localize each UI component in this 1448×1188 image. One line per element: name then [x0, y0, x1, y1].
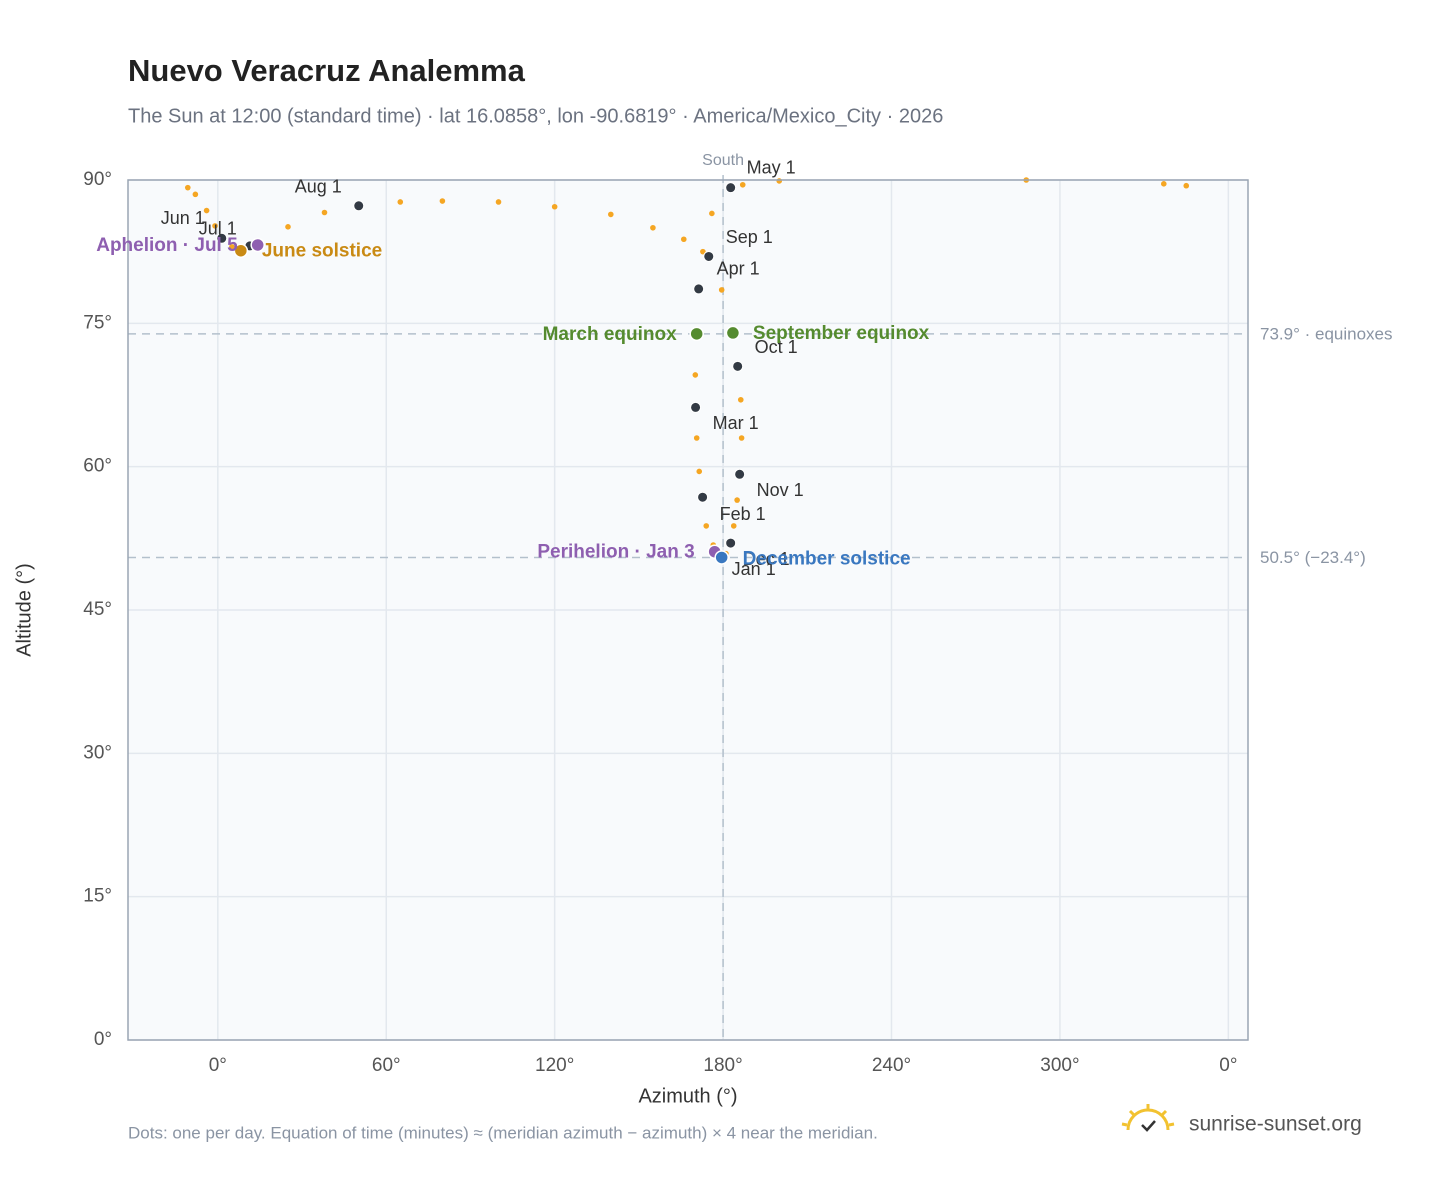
- day-dot: [608, 211, 614, 218]
- day-dot: [730, 523, 737, 529]
- event-marker: [233, 243, 249, 258]
- day-dot: [229, 244, 235, 250]
- reference-label: South: [702, 152, 744, 169]
- month-label: Aug 1: [295, 177, 342, 197]
- month-marker: [216, 232, 228, 244]
- event-marker: [689, 326, 704, 342]
- y-tick-label: 30°: [83, 742, 112, 763]
- y-tick-label: 75°: [83, 312, 112, 333]
- day-dot: [693, 435, 700, 441]
- month-marker: [693, 283, 705, 295]
- x-tick-label: 0°: [1219, 1055, 1237, 1076]
- day-dot: [439, 198, 446, 204]
- day-dot: [203, 207, 210, 214]
- month-label: Jan 1: [732, 559, 776, 579]
- month-marker: [734, 468, 746, 480]
- x-tick-label: 240°: [872, 1055, 911, 1076]
- month-label: Feb 1: [720, 504, 766, 524]
- data: [184, 177, 1190, 565]
- month-marker: [353, 200, 365, 212]
- event-marker: [725, 325, 741, 341]
- y-tick-label: 15°: [83, 886, 112, 907]
- month-marker: [725, 537, 737, 549]
- plot-frame: [127, 179, 1249, 1041]
- day-dot: [739, 181, 746, 188]
- month-marker: [732, 360, 744, 372]
- event-label: December solstice: [743, 548, 911, 569]
- footnote: Dots: one per day. Equation of time (min…: [128, 1123, 878, 1142]
- month-label: Oct 1: [755, 337, 798, 357]
- y-tick-label: 45°: [83, 599, 112, 620]
- day-dot: [738, 435, 745, 441]
- day-dot: [692, 372, 699, 378]
- chart-title: Nuevo Veracruz Analemma: [128, 53, 526, 88]
- day-dot: [551, 203, 558, 210]
- month-label: Sep 1: [726, 227, 773, 247]
- event-marker: [714, 550, 729, 565]
- month-marker: [690, 401, 702, 413]
- day-dot: [680, 236, 687, 243]
- month-label: Dec 1: [743, 549, 790, 569]
- x-tick-label: 300°: [1040, 1055, 1079, 1076]
- day-dot: [1160, 181, 1167, 187]
- day-dot: [700, 248, 706, 255]
- x-tick-label: 60°: [372, 1055, 401, 1076]
- reference-label: 73.9° · equinoxes: [1260, 324, 1393, 343]
- event-label: June solstice: [262, 241, 382, 262]
- event-label: Aphelion · Jul 5: [96, 235, 238, 256]
- day-dot: [397, 199, 404, 205]
- brand-logo: [1121, 1104, 1175, 1132]
- y-tick-label: 90°: [83, 169, 112, 190]
- day-dot: [321, 209, 328, 216]
- x-tick-label: 180°: [703, 1055, 742, 1076]
- day-dot: [495, 199, 502, 205]
- reference-label: 50.5° (−23.4°): [1260, 548, 1366, 567]
- event-label: September equinox: [753, 323, 930, 344]
- y-tick-label: 0°: [94, 1029, 112, 1050]
- day-dot: [734, 497, 740, 503]
- event-label: March equinox: [543, 324, 678, 345]
- month-label: Nov 1: [757, 480, 804, 500]
- day-dot: [776, 178, 783, 184]
- chart-subtitle: The Sun at 12:00 (standard time) · lat 1…: [128, 105, 943, 127]
- day-dot: [212, 223, 218, 229]
- day-dot: [737, 396, 744, 403]
- month-marker: [697, 491, 709, 503]
- month-label: Jun 1: [161, 208, 205, 228]
- day-dot: [184, 184, 191, 191]
- month-marker: [703, 250, 715, 262]
- day-dot: [285, 224, 291, 230]
- day-dot: [1183, 182, 1190, 189]
- x-tick-label: 120°: [535, 1055, 574, 1076]
- x-axis-label: Azimuth (°): [638, 1085, 737, 1107]
- day-dot: [709, 210, 715, 217]
- day-dot: [650, 224, 656, 231]
- month-marker: [725, 182, 737, 194]
- month-label: Mar 1: [713, 413, 759, 433]
- event-marker: [250, 237, 265, 253]
- y-axis-label: Altitude (°): [13, 563, 35, 657]
- day-dot: [192, 191, 199, 198]
- brand-name: sunrise-sunset.org: [1189, 1113, 1362, 1136]
- day-dot: [703, 523, 710, 529]
- month-label: Apr 1: [717, 259, 760, 279]
- day-dot: [696, 468, 703, 475]
- month-label: May 1: [747, 157, 796, 177]
- y-tick-label: 60°: [83, 456, 112, 477]
- x-tick-label: 0°: [209, 1055, 227, 1076]
- month-label: Jul 1: [199, 219, 237, 239]
- event-label: Perihelion · Jan 3: [537, 542, 694, 563]
- day-dot: [718, 287, 725, 293]
